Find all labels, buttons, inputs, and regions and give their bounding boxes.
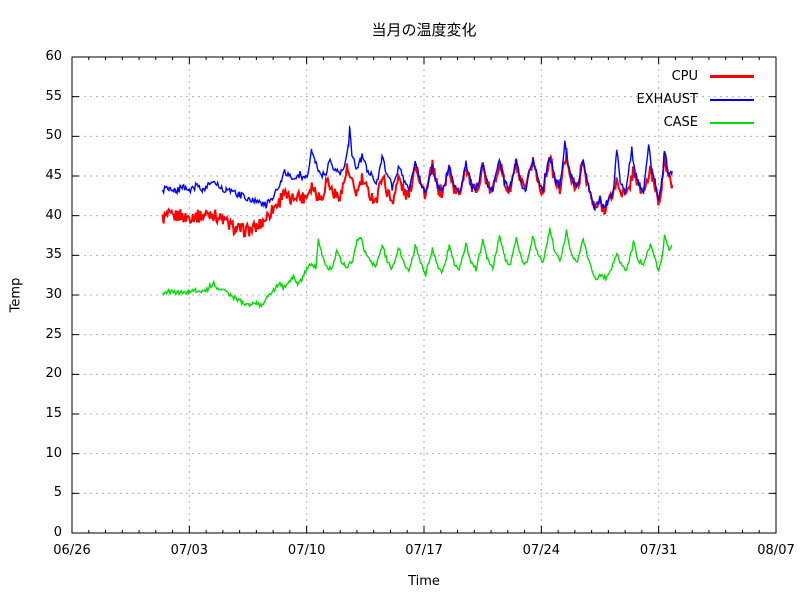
- legend: CPU EXHAUST CASE: [636, 65, 754, 134]
- legend-line-swatch: [710, 75, 754, 78]
- x-axis-label: Time: [408, 574, 440, 589]
- chart-title: 当月の温度変化: [371, 21, 477, 39]
- legend-item-exhaust: EXHAUST: [636, 88, 754, 111]
- x-tick-label: 07/31: [639, 543, 678, 558]
- legend-line-swatch: [710, 98, 754, 101]
- x-tick-label: 07/17: [405, 543, 443, 558]
- y-tick-label: 15: [45, 406, 62, 421]
- y-tick-label: 0: [53, 525, 62, 540]
- y-tick-label: 40: [45, 207, 62, 223]
- y-tick-label: 35: [45, 247, 62, 263]
- x-tick-label: 06/26: [53, 543, 91, 558]
- x-tick-label: 07/24: [522, 543, 561, 558]
- legend-label: CPU: [671, 69, 698, 84]
- y-tick-label: 60: [45, 49, 62, 64]
- y-tick-label: 45: [45, 168, 62, 183]
- legend-item-cpu: CPU: [637, 65, 754, 88]
- x-tick-label: 08/07: [757, 543, 795, 558]
- legend-label: CASE: [663, 115, 698, 130]
- series-line-exhaust: [161, 124, 673, 212]
- y-tick-label: 5: [53, 485, 62, 501]
- series-line-case: [161, 227, 673, 309]
- legend-line-swatch: [710, 121, 754, 124]
- y-tick-label: 20: [45, 366, 62, 382]
- y-tick-label: 30: [45, 287, 62, 302]
- y-tick-label: 55: [45, 88, 62, 104]
- y-tick-label: 50: [45, 128, 62, 144]
- y-tick-label: 10: [45, 445, 62, 461]
- x-tick-label: 07/03: [170, 543, 209, 558]
- legend-label: EXHAUST: [636, 92, 699, 107]
- legend-item-case: CASE: [637, 111, 754, 134]
- x-tick-label: 07/10: [287, 543, 326, 558]
- y-tick-label: 25: [45, 326, 62, 342]
